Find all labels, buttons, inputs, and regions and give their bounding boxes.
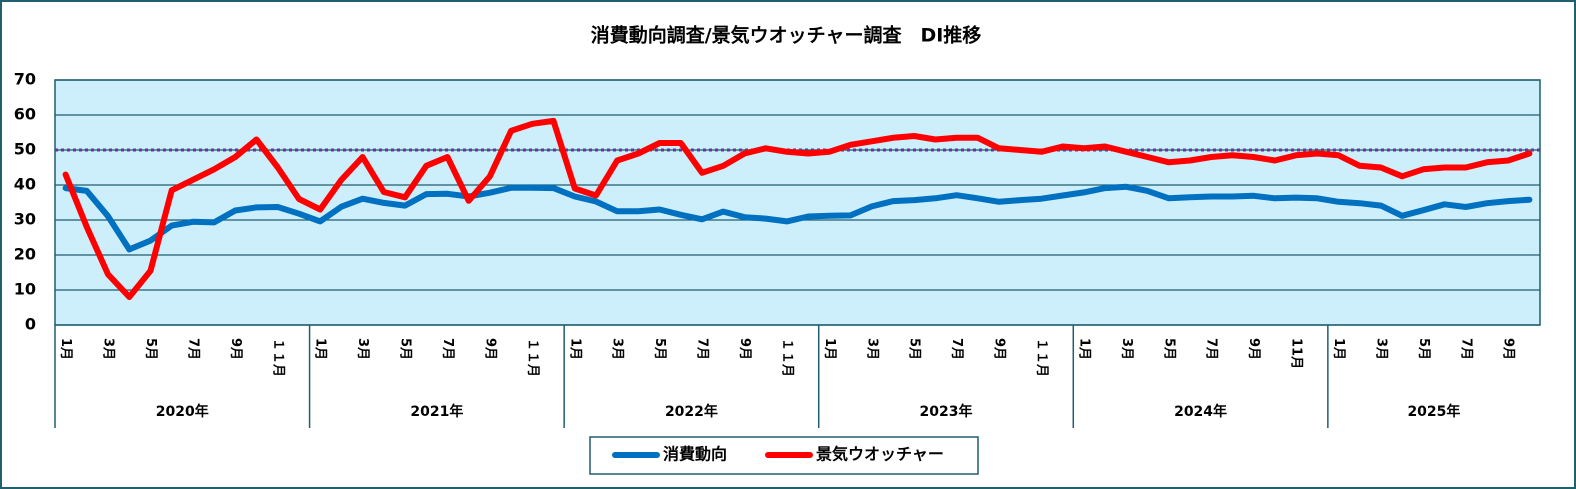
x-tick-label: 7月 [949,338,964,360]
x-tick-label: 9月 [737,338,752,360]
x-tick-label: 3月 [610,338,625,360]
x-tick-label: 1月 [567,338,582,360]
series-line [62,117,1533,300]
x-tick-label: 1月 [313,338,328,360]
x-tick-label: 9月 [228,338,243,360]
y-tick-label: 20 [14,245,36,264]
y-tick-label: 40 [14,175,36,194]
x-tick-label: 3月 [1373,338,1388,360]
x-tick-label: 7月 [1204,338,1219,360]
chart-title: 消費動向調査/景気ウオッチャー調査 DI推移 [591,24,982,47]
x-tick-label: １１月 [779,338,794,377]
group-label: 2024年 [1174,403,1227,420]
x-tick-label: 3月 [355,338,370,360]
series-line [62,183,1533,253]
x-tick-label: 7月 [440,338,455,360]
x-tick-label: 9月 [1246,338,1261,360]
x-tick-label: 5月 [1161,338,1176,360]
x-tick-label: 3月 [1119,338,1134,360]
y-tick-label: 60 [14,105,36,124]
group-label: 2022年 [665,403,718,420]
group-label: 2025年 [1407,403,1460,420]
x-tick-label: 9月 [1501,338,1516,360]
x-tick-label: 1月 [822,338,837,360]
x-tick-label: 9月 [482,338,497,360]
x-tick-label: 7月 [695,338,710,360]
y-tick-label: 0 [25,315,36,334]
x-tick-label: １１月 [1034,338,1049,377]
x-tick-label: １１月 [525,338,540,377]
x-tick-label: 7月 [1458,338,1473,360]
x-tick-label: 3月 [864,338,879,360]
y-tick-label: 10 [14,280,36,299]
y-tick-label: 70 [14,70,36,89]
x-tick-label: 1月 [1331,338,1346,360]
y-tick-label: 30 [14,210,36,229]
x-tick-label: 1月 [1076,338,1091,360]
x-tick-label: 5月 [907,338,922,360]
group-label: 2020年 [156,403,209,420]
x-tick-label: １１月 [270,338,285,377]
x-tick-label: 5月 [1416,338,1431,360]
group-label: 2023年 [920,403,973,420]
legend-label: 景気ウオッチャー [816,445,944,464]
x-tick-label: 9月 [992,338,1007,360]
x-tick-label: 1月 [58,338,73,360]
y-tick-label: 50 [14,140,36,159]
x-tick-label: 7月 [185,338,200,360]
x-tick-label: 5月 [143,338,158,360]
plot-area [54,79,1541,326]
x-tick-label: 5月 [398,338,413,360]
x-tick-label: 11月 [1289,338,1304,369]
legend-label: 消費動向 [663,445,727,464]
x-tick-label: 3月 [101,338,116,360]
group-label: 2021年 [410,403,463,420]
x-tick-label: 5月 [652,338,667,360]
